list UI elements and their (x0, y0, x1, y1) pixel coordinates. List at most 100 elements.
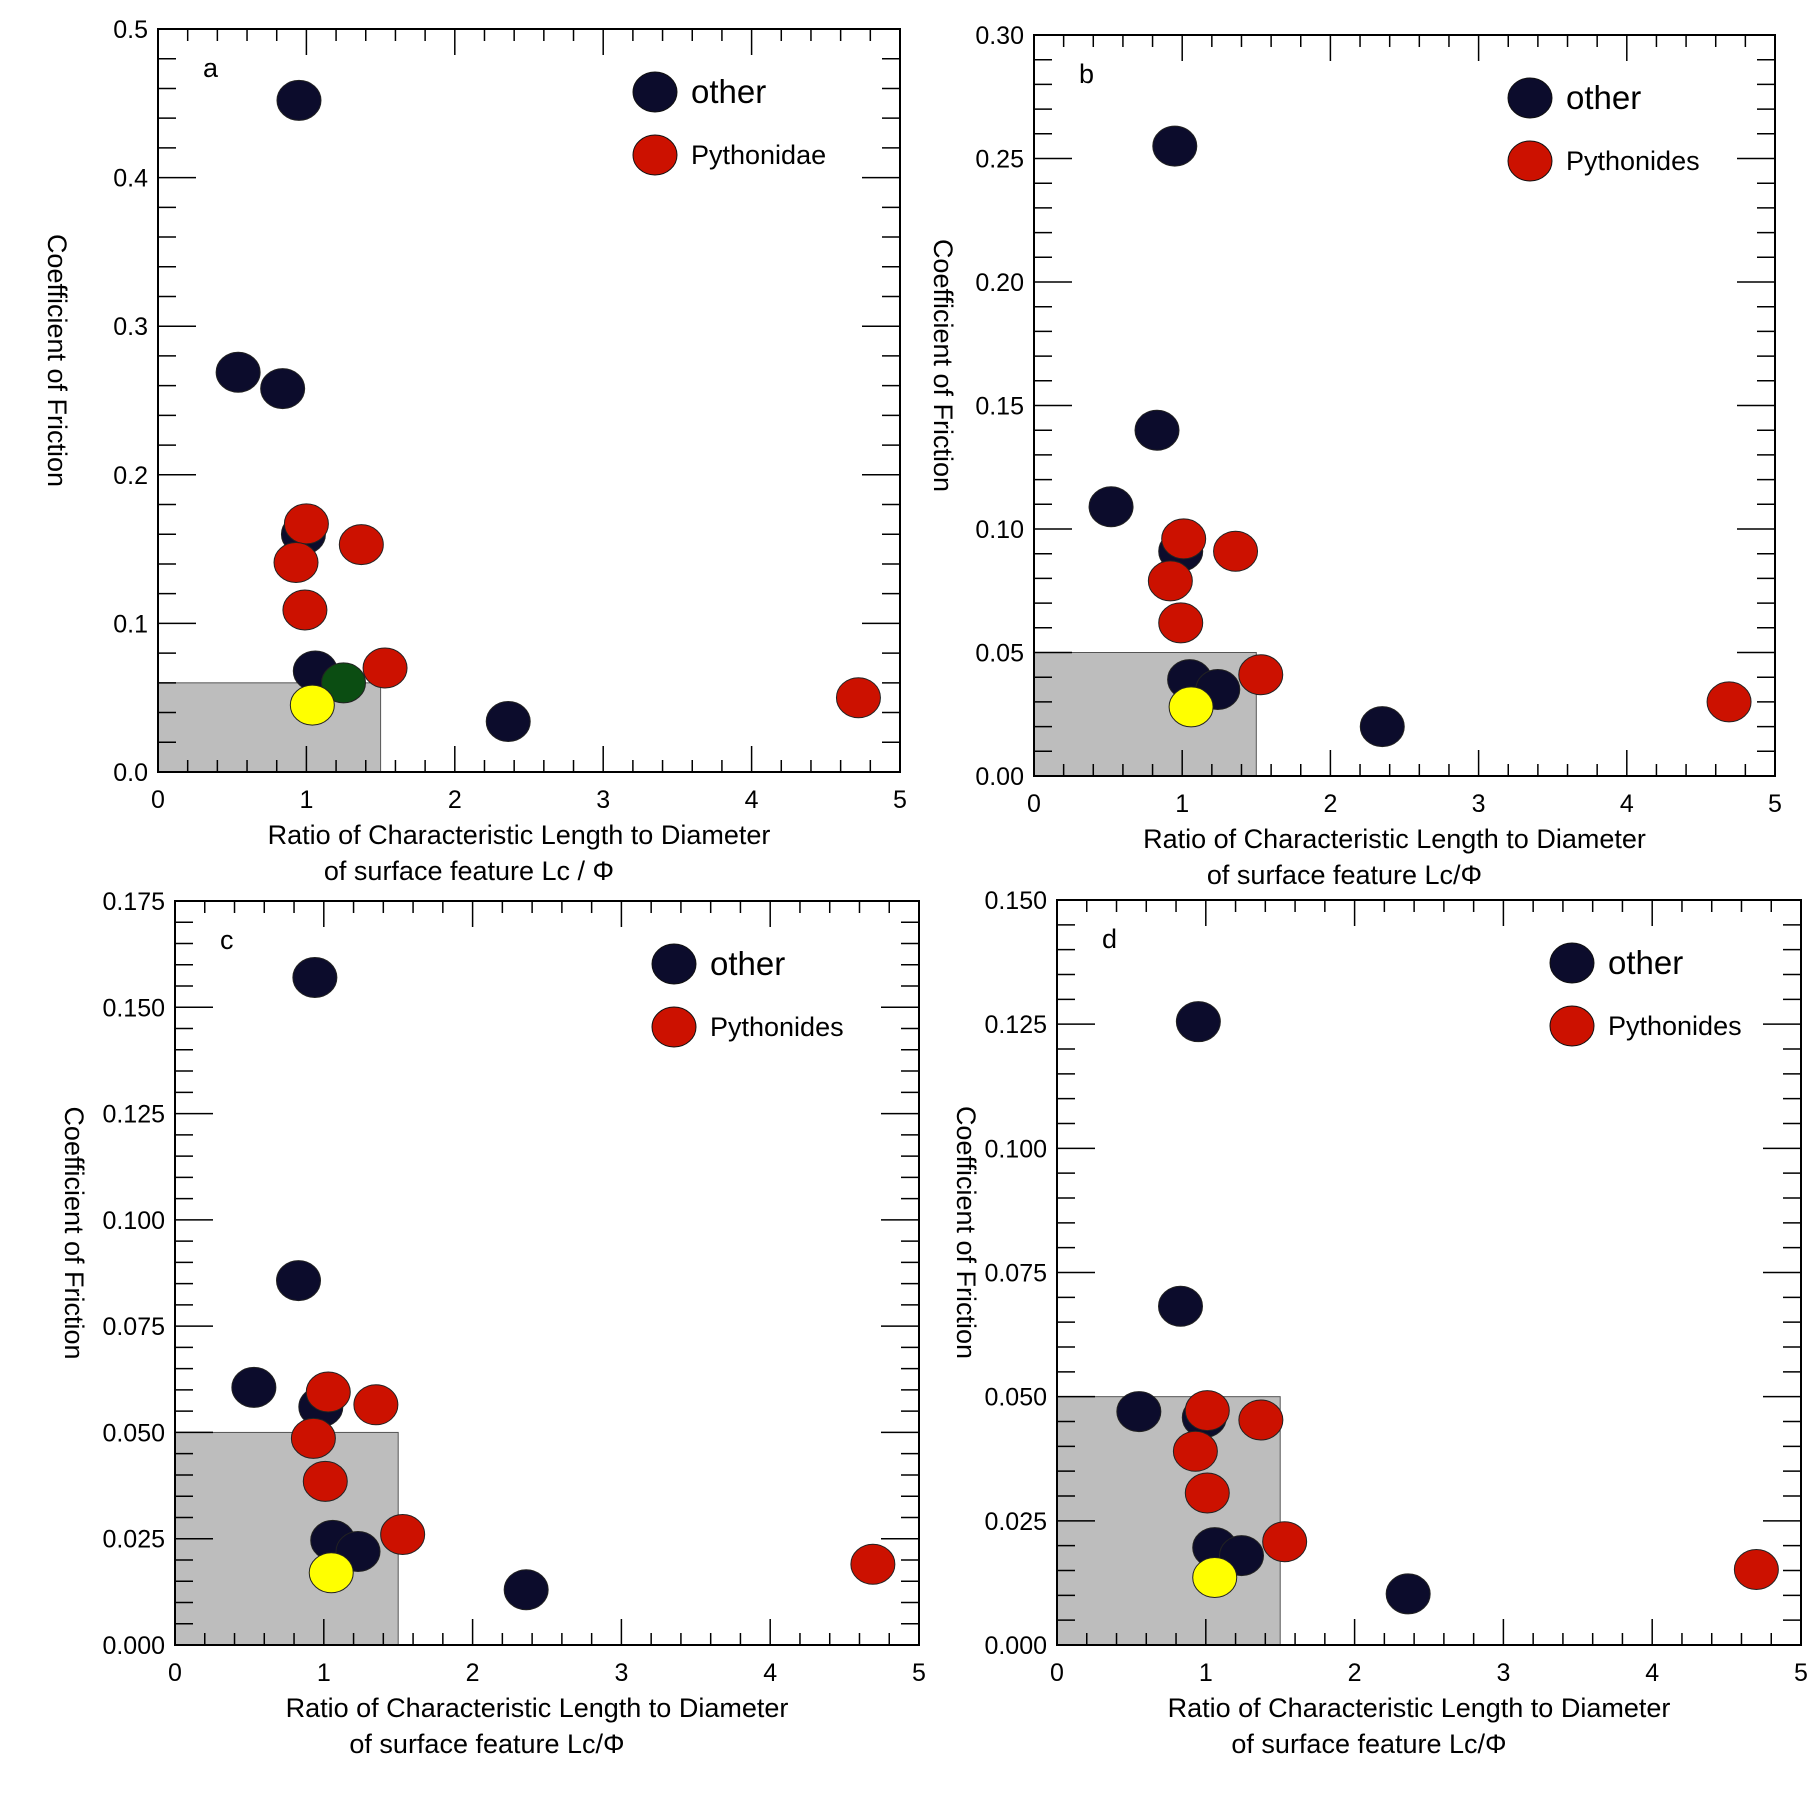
data-point-pythonid (1262, 1521, 1308, 1563)
x-tick-label: 3 (1496, 1659, 1510, 1687)
chart-panel-d: 0 1 2 3 4 5 0.000 0.025 0.050 0.075 0.100 0.125 0.15… (951, 887, 1808, 1759)
y-tick-label: 0.25 (975, 146, 1024, 174)
legend-marker-pythonid (632, 134, 678, 176)
x-tick-label: 3 (596, 786, 610, 814)
x-tick-label: 1 (1199, 1659, 1213, 1687)
legend-marker-pythonid (1549, 1005, 1595, 1047)
data-point-other (1116, 1391, 1162, 1433)
x-tick-label: 4 (745, 786, 759, 814)
x-axis-label: Ratio of Characteristic Length to Diamet… (268, 820, 771, 850)
data-point-green (321, 662, 366, 704)
x-tick-label: 5 (912, 1659, 926, 1687)
data-point-pythonid (835, 677, 881, 719)
plot-frame (174, 900, 920, 1646)
data-point-pythonid (353, 1384, 399, 1426)
legend-marker-other (1507, 77, 1553, 119)
data-point-pythonid (850, 1543, 896, 1585)
data-point-other (1152, 125, 1198, 167)
x-tick-label: 0 (1027, 790, 1041, 818)
chart-panel-b: 0 1 2 3 4 5 0.00 0.05 0.10 0.15 0.20 0.25 0.30 Ratio … (928, 22, 1782, 890)
y-axis-label: Coefficient of Friction (951, 1106, 981, 1359)
data-point-other (231, 1366, 277, 1408)
data-point-yellow (1192, 1556, 1238, 1598)
data-point-pythonid (338, 524, 384, 566)
y-tick-label: 0.20 (975, 269, 1024, 297)
data-point-pythonid (1733, 1549, 1779, 1591)
data-point-other (292, 957, 338, 999)
legend-marker-other (632, 71, 678, 113)
data-point-pythonid (283, 503, 329, 545)
panel-letter: b (1079, 59, 1094, 89)
x-tick-label: 4 (1620, 790, 1634, 818)
y-tick-label: 0.10 (975, 516, 1024, 544)
x-tick-label: 1 (317, 1659, 331, 1687)
data-point-other (503, 1569, 549, 1611)
y-axis-label: Coefficient of Friction (928, 239, 958, 492)
x-tick-label: 0 (151, 786, 165, 814)
chart-panel-c: 0 1 2 3 4 5 0.000 0.025 0.050 0.075 0.100 0.125 0.15… (59, 888, 926, 1759)
legend-marker-pythonid (1507, 140, 1553, 182)
data-point-other (260, 368, 306, 410)
y-tick-label: 0.000 (102, 1632, 165, 1660)
y-tick-label: 0.150 (102, 994, 165, 1022)
data-point-pythonid (1706, 681, 1752, 723)
data-point-other (485, 700, 531, 742)
legend-label: Pythonides (710, 1012, 844, 1042)
legend-label: other (1566, 79, 1641, 116)
data-point-pythonid (282, 589, 328, 631)
x-axis-label: of surface feature Lc/Φ (1207, 860, 1482, 890)
data-point-yellow (1168, 686, 1214, 728)
data-point-pythonid (1238, 1399, 1284, 1441)
y-axis-label: Coefficient of Friction (42, 234, 72, 487)
y-tick-label: 0.025 (984, 1508, 1047, 1536)
data-point-pythonid (1161, 518, 1207, 560)
y-tick-label: 0.4 (113, 165, 148, 193)
x-axis-label: of surface feature Lc / Φ (324, 856, 614, 886)
data-point-other (1359, 706, 1405, 748)
y-tick-label: 0.125 (984, 1011, 1047, 1039)
y-tick-label: 0.175 (102, 888, 165, 916)
x-tick-label: 0 (1050, 1659, 1064, 1687)
data-point-other (1134, 409, 1180, 451)
data-point-pythonid (302, 1460, 348, 1502)
data-point-pythonid (1184, 1472, 1230, 1514)
y-tick-label: 0.15 (975, 393, 1024, 421)
panel-letter: c (220, 925, 234, 955)
y-tick-label: 0.1 (113, 610, 148, 638)
x-tick-label: 2 (1348, 1659, 1362, 1687)
legend-label: other (1608, 944, 1683, 981)
x-tick-label: 5 (893, 786, 907, 814)
data-point-pythonid (273, 541, 319, 583)
data-point-pythonid (362, 647, 408, 689)
x-tick-label: 4 (763, 1659, 777, 1687)
x-tick-label: 1 (299, 786, 313, 814)
legend-label: Pythonidae (691, 140, 826, 170)
data-point-pythonid (1158, 602, 1204, 644)
data-point-pythonid (305, 1371, 351, 1413)
data-point-other (1385, 1573, 1431, 1615)
y-tick-label: 0.125 (102, 1101, 165, 1129)
y-tick-label: 0.075 (984, 1260, 1047, 1288)
y-tick-label: 0.2 (113, 462, 148, 490)
x-tick-label: 1 (1175, 790, 1189, 818)
data-point-other (215, 351, 261, 393)
y-tick-label: 0.050 (102, 1419, 165, 1447)
data-point-other (276, 1260, 322, 1302)
y-tick-label: 0.150 (984, 887, 1047, 915)
y-tick-label: 0.00 (975, 763, 1024, 791)
x-tick-label: 2 (466, 1659, 480, 1687)
x-tick-label: 0 (168, 1659, 182, 1687)
data-point-pythonid (380, 1513, 426, 1555)
y-tick-label: 0.5 (113, 16, 148, 44)
y-tick-label: 0.075 (102, 1313, 165, 1341)
legend-marker-other (1549, 942, 1595, 984)
panel-letter: d (1102, 924, 1117, 954)
data-point-yellow (308, 1552, 354, 1594)
y-axis-label: Coefficient of Friction (59, 1106, 89, 1359)
x-tick-label: 5 (1768, 790, 1782, 818)
data-point-other (1175, 1001, 1221, 1043)
x-tick-label: 3 (614, 1659, 628, 1687)
x-tick-label: 2 (448, 786, 462, 814)
legend-marker-other (651, 943, 697, 985)
